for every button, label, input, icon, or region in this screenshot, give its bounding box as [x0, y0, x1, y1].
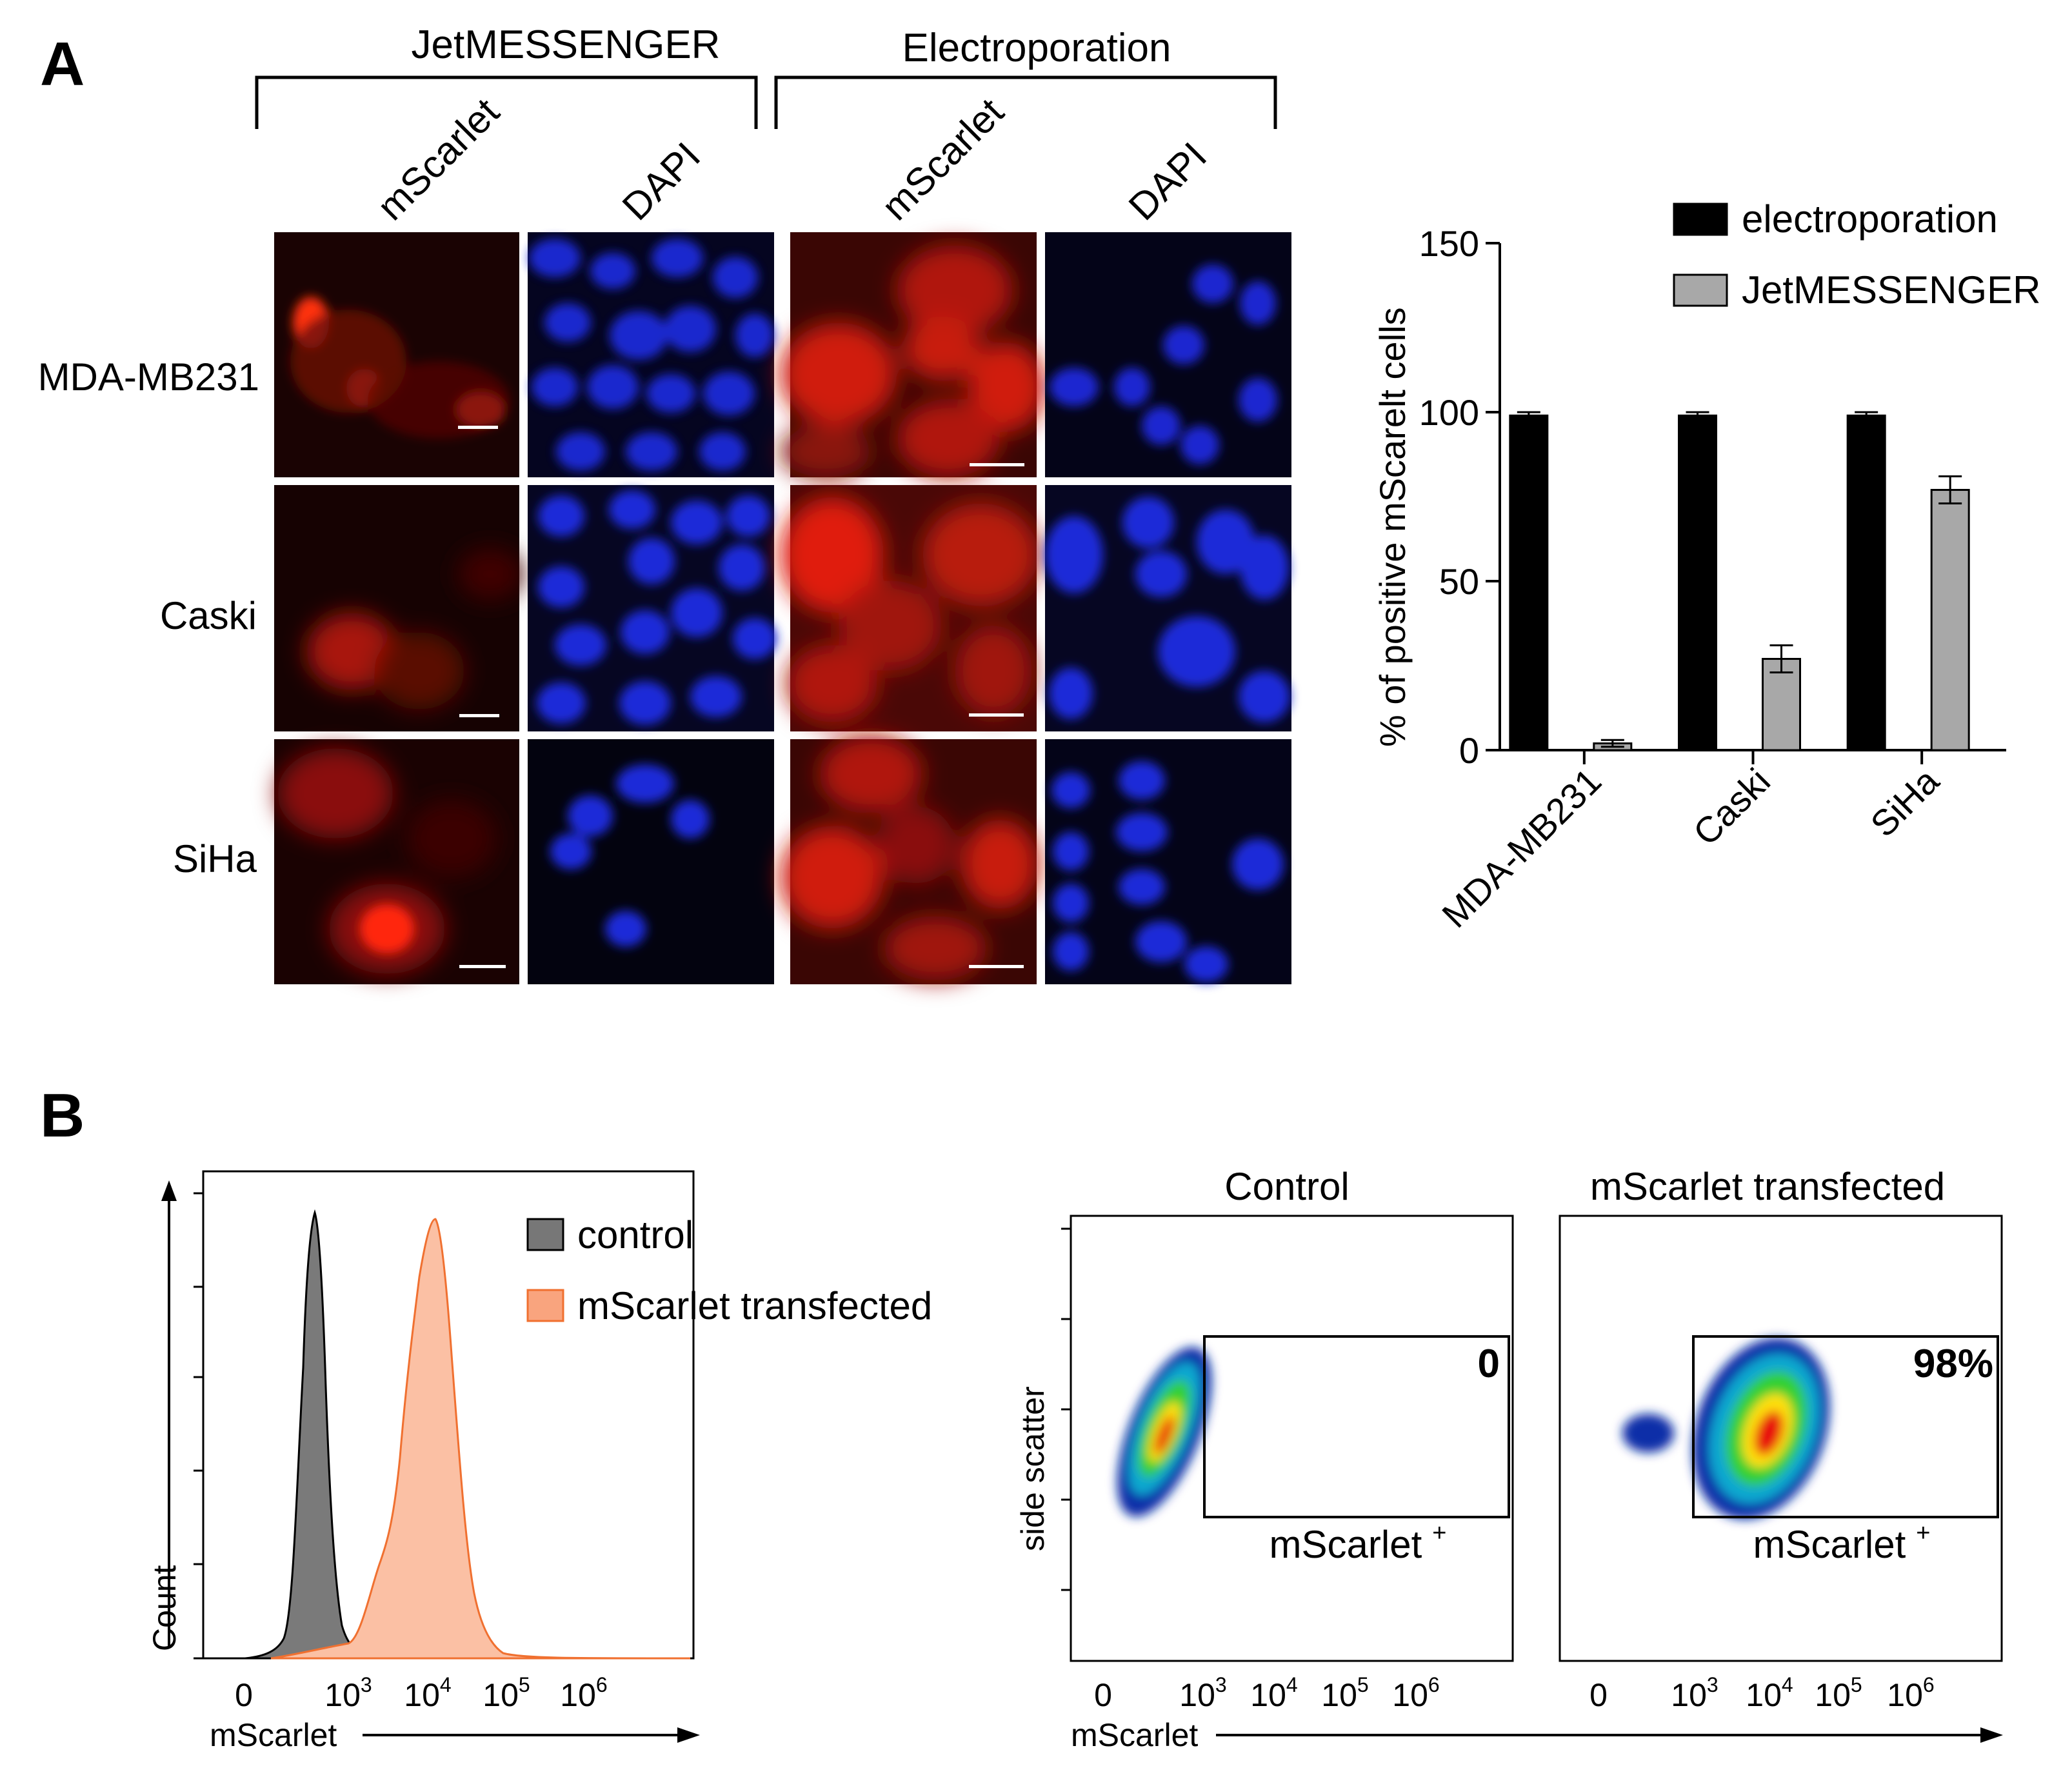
legend-label-control: control: [577, 1213, 693, 1256]
column-header-dapi-1: DAPI: [614, 134, 708, 228]
histogram-x-tick-5: 105: [483, 1673, 530, 1713]
flow-transfected-x-ticks: 0 103 104 105 106: [1589, 1673, 1935, 1713]
histogram-y-ticks: [194, 1192, 203, 1660]
bar-y-tick-label: 0: [1459, 730, 1479, 771]
micrograph-mda-electro-mscarlet: [781, 232, 1045, 477]
flow-transfected-title: mScarlet transfected: [1590, 1165, 1945, 1208]
svg-text:106: 106: [1392, 1673, 1439, 1713]
gate-control: [1203, 1335, 1510, 1518]
column-header-mscarlet-1: mScarlet: [369, 90, 508, 228]
svg-text:105: 105: [1321, 1673, 1368, 1713]
flow-x-arrowhead: [1980, 1727, 2003, 1743]
gate-label-transfected: mScarlet +: [1753, 1520, 1931, 1566]
histogram-x-tick-3: 103: [324, 1673, 372, 1713]
microscopy-grid: [274, 232, 1291, 984]
bar-y-axis-label: % of positive mScarelt cells: [1372, 307, 1413, 747]
bar-1-1: [1762, 658, 1801, 751]
svg-text:0: 0: [1094, 1677, 1112, 1713]
histogram-x-label: mScarlet: [210, 1717, 337, 1753]
bracket-electroporation: [774, 75, 1277, 129]
flow-plot-control: Control side scatter 0 mScarlet + 0 103 1…: [1015, 1165, 1514, 1753]
svg-text:106: 106: [1887, 1673, 1934, 1713]
bar-y-tick-label: 50: [1439, 561, 1479, 602]
histogram-x-arrowhead: [677, 1727, 700, 1743]
bracket-jetmessenger: [255, 75, 758, 129]
flow-control-title: Control: [1224, 1165, 1349, 1208]
svg-text:105: 105: [1815, 1673, 1862, 1713]
svg-text:104: 104: [1746, 1673, 1793, 1713]
column-header-mscarlet-2: mScarlet: [873, 90, 1012, 228]
group-header-electroporation: Electroporation: [902, 26, 1171, 70]
histogram-control-series: [244, 1209, 375, 1660]
histogram-x-tick-6: 106: [560, 1673, 607, 1713]
bar-legend-label-0: electroporation: [1742, 197, 1998, 241]
bar-0-0: [1509, 414, 1549, 751]
micrograph-caski-jet-dapi: [528, 485, 777, 731]
bar-x-tick-label: Caski: [1685, 760, 1778, 853]
micrograph-mda-jet-mscarlet: [274, 232, 519, 477]
histogram-y-arrowhead: [161, 1180, 177, 1201]
bar-chart: 0 50 100 150 % of positive mScarelt cells MDA…: [1372, 197, 2040, 935]
micrograph-mda-electro-dapi: [1045, 232, 1291, 477]
column-header-dapi-2: DAPI: [1121, 134, 1215, 228]
histogram-x-tick-0: 0: [235, 1677, 253, 1713]
histogram-x-ticks: 0 103 104 105 106: [235, 1673, 608, 1713]
svg-text:103: 103: [1671, 1673, 1718, 1713]
flow-control-x-ticks: 0 103 104 105 106: [1094, 1673, 1440, 1713]
row-label-caski: Caski: [160, 594, 257, 637]
gate-value-transfected: 98%: [1913, 1342, 1993, 1386]
micrograph-caski-electro-mscarlet: [781, 485, 1039, 731]
legend-swatch-control: [526, 1218, 564, 1251]
bar-y-tick-label: 100: [1419, 392, 1479, 433]
histogram-frame: [202, 1170, 695, 1660]
histogram-x-tick-4: 104: [404, 1673, 451, 1713]
gate-label-control: mScarlet +: [1270, 1520, 1447, 1566]
density-cloud-transfected: [1622, 1338, 1830, 1520]
bar-legend-label-1: JetMESSENGER: [1742, 268, 2040, 312]
micrograph-caski-jet-mscarlet: [274, 485, 523, 731]
panel-a-label: A: [40, 30, 85, 99]
bar-y-tick-label: 150: [1419, 223, 1479, 264]
legend-swatch-mscarlet: [526, 1289, 564, 1322]
row-label-mda-mb231: MDA-MB231: [38, 355, 259, 399]
svg-text:103: 103: [1179, 1673, 1226, 1713]
group-header-jetmessenger: JetMESSENGER: [412, 23, 721, 67]
bar-legend-swatch-0: [1673, 203, 1728, 236]
bar-0-1: [1678, 414, 1717, 751]
bar-x-tick-label: SiHa: [1862, 760, 1947, 844]
density-cloud-control: [1117, 1347, 1212, 1517]
micrograph-siha-electro-dapi: [1045, 739, 1291, 984]
bar-legend-swatch-1: [1673, 273, 1728, 307]
micrograph-siha-jet-dapi: [528, 739, 774, 984]
histogram-chart: Count 0 103 104 105 106 mScarlet control…: [146, 1170, 932, 1753]
svg-text:0: 0: [1589, 1677, 1608, 1713]
panel-b-label: B: [40, 1081, 85, 1150]
bar-x-tick-label: MDA-MB231: [1434, 760, 1609, 935]
legend-label-mscarlet: mScarlet transfected: [577, 1284, 932, 1327]
row-label-siha: SiHa: [173, 837, 257, 880]
svg-text:104: 104: [1250, 1673, 1297, 1713]
histogram-mscarlet-series: [270, 1218, 691, 1660]
micrograph-siha-jet-mscarlet: [274, 739, 519, 984]
gate-value-control: 0: [1478, 1342, 1500, 1386]
flow-x-label: mScarlet: [1071, 1717, 1198, 1753]
flow-plot-transfected: mScarlet transfected 98% mScarlet + 0 103…: [1216, 1165, 2003, 1743]
micrograph-siha-electro-mscarlet: [781, 735, 1039, 984]
flow-control-y-label: side scatter: [1015, 1386, 1051, 1551]
histogram-y-label: Count: [146, 1565, 183, 1651]
histogram-legend: control mScarlet transfected: [526, 1213, 932, 1327]
micrograph-caski-electro-dapi: [1045, 485, 1291, 731]
micrograph-mda-jet-dapi: [528, 232, 774, 477]
gate-transfected: [1692, 1335, 1999, 1518]
bar-0-2: [1846, 414, 1886, 751]
bar-1-2: [1930, 489, 1970, 751]
